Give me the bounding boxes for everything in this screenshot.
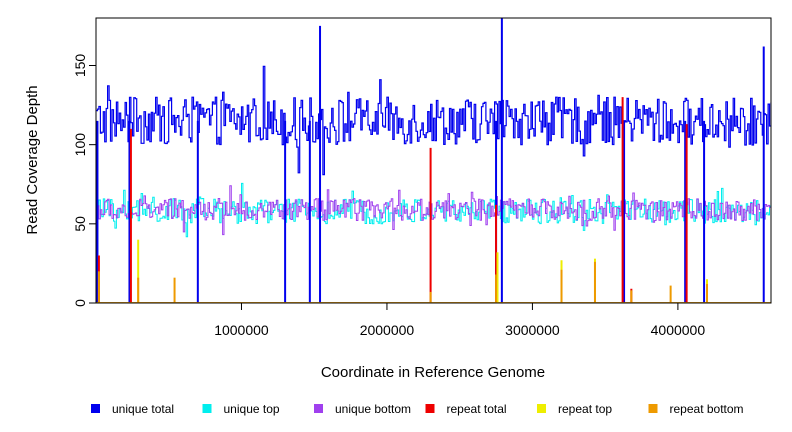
y-axis-title: Read Coverage Depth: [24, 85, 41, 234]
plot-area: [96, 18, 771, 303]
legend-item: unique top: [202, 402, 280, 416]
legend-swatch: [537, 404, 546, 413]
legend-label: unique bottom: [335, 402, 411, 416]
legend-item: repeat total: [425, 402, 507, 416]
y-tick-label: 100: [72, 133, 88, 157]
x-axis-title: Coordinate in Reference Genome: [321, 364, 545, 381]
legend-label: unique top: [224, 402, 280, 416]
series-unique-total: [96, 18, 771, 303]
x-tick-label: 2000000: [360, 322, 415, 338]
legend-swatch: [314, 404, 323, 413]
series-line: [96, 182, 771, 238]
series-repeat-bottom: [96, 261, 771, 303]
series-unique-top: [96, 182, 771, 238]
x-tick-label: 4000000: [651, 322, 706, 338]
legend-swatch: [648, 404, 658, 413]
series-line: [96, 65, 771, 176]
y-tick-label: 0: [72, 299, 88, 307]
x-tick-label: 1000000: [214, 322, 269, 338]
series-unique-bottom: [96, 185, 771, 236]
y-tick-label: 150: [72, 54, 88, 78]
legend-label: unique total: [112, 402, 174, 416]
legend-label: repeat top: [558, 402, 612, 416]
y-tick-label: 50: [72, 216, 88, 232]
legend: unique total unique top unique bottom repea…: [91, 402, 744, 416]
legend-swatch: [91, 404, 100, 413]
x-axis: 1000000 2000000 3000000 4000000: [214, 302, 706, 338]
legend-label: repeat bottom: [670, 402, 744, 416]
legend-item: repeat bottom: [648, 402, 744, 416]
legend-label: repeat total: [447, 402, 507, 416]
legend-item: repeat top: [537, 402, 612, 416]
legend-swatch: [202, 404, 212, 413]
x-tick-label: 3000000: [505, 322, 560, 338]
series-line: [96, 185, 771, 236]
legend-item: unique total: [91, 402, 174, 416]
legend-item: unique bottom: [314, 402, 411, 416]
legend-swatch: [425, 404, 435, 413]
y-axis: 0 50 100 150: [72, 54, 97, 307]
